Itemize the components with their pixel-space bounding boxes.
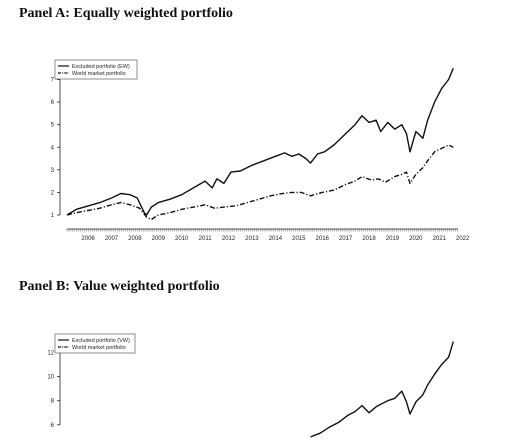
panel-a-y-tick-label: 2	[51, 190, 55, 196]
panel-a-series-excluded-line	[66, 68, 454, 216]
panel-a-x-tick-label: 2020	[409, 236, 423, 242]
panel-b-y-tick-label: 8	[51, 399, 55, 405]
panel-a-x-tick-label: 2013	[245, 236, 259, 242]
panel-a-x-tick-label: 2010	[175, 236, 189, 242]
panel-a-x-tick-label: 2006	[81, 236, 95, 242]
panel-a-x-tick-label: 2019	[386, 236, 400, 242]
panel-a-x-tick-label: 2017	[339, 236, 353, 242]
panel-b-legend-box	[54, 333, 136, 354]
panel-a-y-tick-label: 4	[51, 145, 55, 151]
panel-a-y-tick-label: 1	[51, 213, 55, 219]
panel-a-title: Panel A: Equally weighted portfolio	[19, 6, 233, 21]
panel-a-y-tick-label: 3	[51, 168, 55, 174]
panel-a-x-tick-label: 2007	[105, 236, 119, 242]
panel-a-x-tick-label: 2008	[128, 236, 142, 242]
panel-a-y-tick-label: 5	[51, 123, 55, 129]
panel-a-y-tick-label: 6	[51, 100, 55, 106]
panel-a-series-world-line	[66, 144, 454, 221]
panel-a-legend-box	[54, 59, 138, 80]
panel-a-x-tick-label: 2015	[292, 236, 306, 242]
panel-a-x-tick-label: 2018	[362, 236, 376, 242]
panel-b-series-excluded-line	[310, 341, 454, 438]
panel-b-y-tick-label: 6	[51, 423, 55, 429]
panel-a-x-tick-label: 2011	[199, 236, 213, 242]
panel-a-x-tick-label: 2014	[269, 236, 283, 242]
panel-a-x-tick-label: 2009	[152, 236, 166, 242]
panel-b-legend-label-0: Excluded portfolio (VW)	[72, 338, 130, 344]
panel-a-legend-label-1: World market portfolio	[72, 71, 126, 77]
panel-a-x-tick-label: 2022	[456, 236, 470, 242]
panel-b-y-tick-label: 10	[47, 375, 54, 381]
panel-b-y-tick-label: 12	[47, 350, 54, 356]
panel-b-legend-label-1: World market portfolio	[72, 345, 126, 351]
panel-a-legend-label-0: Excluded portfolio (EW)	[72, 64, 130, 70]
panel-a-chart: 1 2 3 4 5 6 7 2006 2007 2008 2009 2010 2011 2012 2013 2…	[51, 59, 470, 242]
panel-a-x-minor-ticks	[66, 229, 458, 232]
panel-a-y-tick-label: 7	[51, 78, 55, 84]
panel-b-title: Panel B: Value weighted portfolio	[19, 279, 220, 294]
panel-a-x-tick-label: 2021	[433, 236, 447, 242]
panel-a-x-tick-label: 2016	[316, 236, 330, 242]
panel-a-x-tick-label: 2012	[222, 236, 236, 242]
